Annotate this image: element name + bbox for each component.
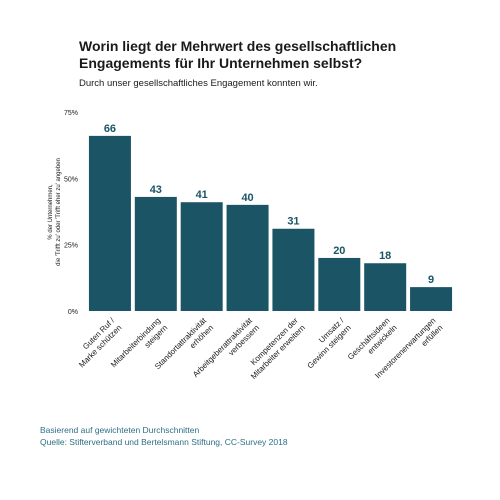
- bar-value-label: 20: [333, 245, 345, 257]
- y-axis-label: % der Unternehmen, die 'Trifft zu' oder '…: [48, 158, 62, 266]
- chart-footer: Basierend auf gewichteten Durchschnitten…: [40, 424, 480, 448]
- bar-value-label: 31: [287, 216, 299, 228]
- chart-title: Worin liegt der Mehrwert des gesellschaf…: [79, 38, 479, 72]
- bar-value-label: 66: [104, 123, 116, 135]
- y-axis-label-line: die 'Trifft zu' oder 'Trifft eher zu' an…: [56, 158, 62, 266]
- bar: [88, 135, 131, 311]
- chart-title-line-2: Engagements für Ihr Unternehmen selbst?: [79, 55, 363, 71]
- bar: [272, 228, 315, 311]
- chart-title-line-1: Worin liegt der Mehrwert des gesellschaf…: [79, 38, 397, 54]
- chart-subtitle: Durch unser gesellschaftliches Engagemen…: [79, 78, 318, 89]
- y-tick-label: 50%: [64, 176, 78, 183]
- bar: [318, 257, 361, 311]
- y-tick-label: 75%: [64, 110, 78, 117]
- bar: [364, 263, 407, 311]
- footer-note: Basierend auf gewichteten Durchschnitten: [40, 425, 200, 435]
- bar: [410, 287, 453, 311]
- y-tick-label: 25%: [64, 243, 78, 250]
- x-category-label: Umsatz /Gewinn steigern: [298, 316, 353, 371]
- y-axis-label-line: % der Unternehmen,: [48, 184, 54, 240]
- bar-value-label: 43: [150, 184, 162, 196]
- bar-value-label: 18: [379, 250, 391, 262]
- bar: [226, 204, 269, 311]
- bar-value-label: 41: [196, 189, 208, 201]
- footer-source: Quelle: Stifterverband und Bertelsmann S…: [40, 437, 288, 447]
- y-tick-label: 0%: [68, 309, 78, 316]
- bar: [180, 202, 223, 311]
- bar: [134, 196, 177, 311]
- bar-value-label: 40: [241, 192, 253, 204]
- bar-value-label: 9: [428, 274, 434, 286]
